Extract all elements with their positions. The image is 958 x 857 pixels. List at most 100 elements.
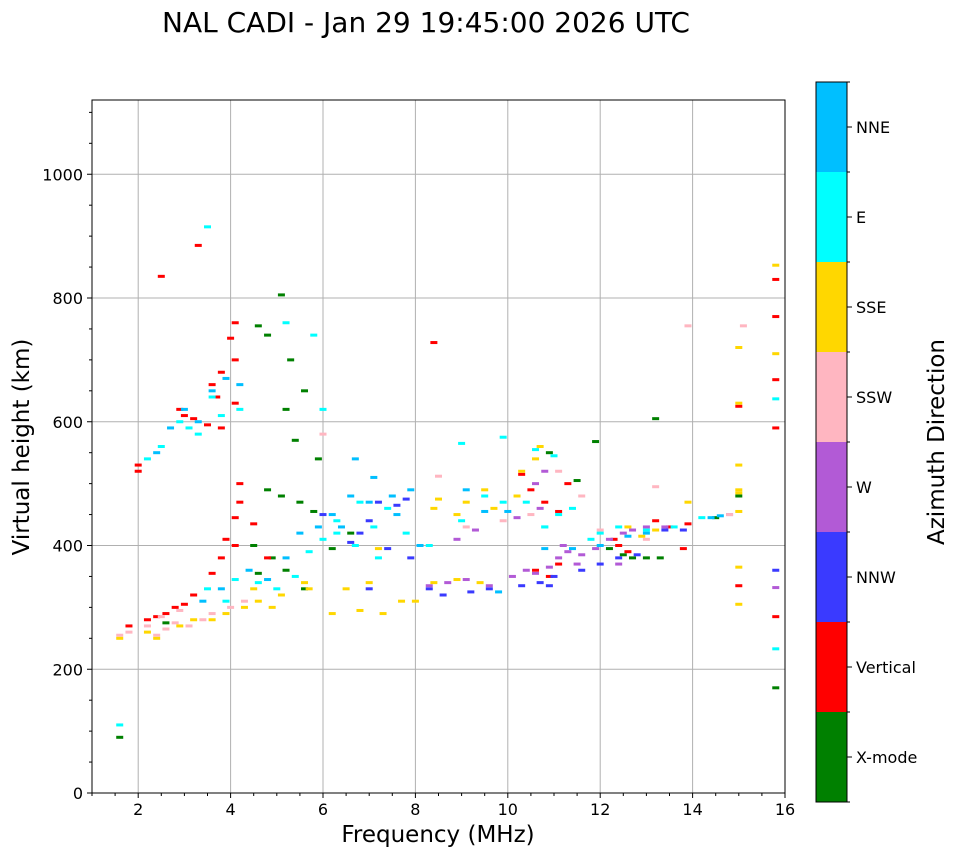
echo-point-nne bbox=[388, 494, 396, 498]
echo-point-xmode bbox=[712, 516, 720, 520]
echo-point-xmode bbox=[619, 553, 627, 557]
echo-point-vertical bbox=[208, 383, 216, 387]
colorbar-swatch-sse bbox=[816, 262, 847, 352]
echo-point-vertical bbox=[190, 417, 198, 421]
echo-point-vertical bbox=[231, 358, 239, 362]
echo-point-sse bbox=[208, 618, 216, 622]
echo-point-w bbox=[532, 571, 540, 575]
echo-point-w bbox=[642, 525, 650, 529]
echo-point-vertical bbox=[564, 482, 572, 486]
echo-point-nnw bbox=[679, 528, 687, 532]
echo-point-ssw bbox=[578, 494, 586, 498]
echo-point-sse bbox=[143, 630, 151, 634]
echo-point-nne bbox=[716, 514, 724, 518]
colorbar-swatch-nne bbox=[816, 82, 847, 172]
echo-point-ssw bbox=[642, 537, 650, 541]
echo-point-e bbox=[222, 599, 230, 603]
echo-point-xmode bbox=[592, 440, 600, 444]
echo-point-vertical bbox=[176, 407, 184, 411]
echo-point-e bbox=[282, 321, 290, 325]
x-tick-label: 4 bbox=[226, 800, 236, 819]
echo-point-sse bbox=[365, 581, 373, 585]
echo-point-nne bbox=[365, 500, 373, 504]
echo-point-w bbox=[661, 525, 669, 529]
echo-point-vertical bbox=[217, 426, 225, 430]
echo-point-sse bbox=[735, 602, 743, 606]
echo-point-nne bbox=[407, 488, 415, 492]
echo-point-sse bbox=[254, 599, 262, 603]
echo-point-e bbox=[194, 432, 202, 436]
echo-point-e bbox=[217, 414, 225, 418]
echo-point-nne bbox=[481, 509, 489, 513]
echo-point-sse bbox=[652, 528, 660, 532]
data-points bbox=[116, 225, 780, 739]
echo-point-vertical bbox=[250, 522, 258, 526]
colorbar: X-mode Vertical NNW W SSW SSE E NNE bbox=[815, 81, 917, 803]
echo-point-e bbox=[550, 454, 558, 458]
colorbar-tick-label: X-mode bbox=[856, 748, 917, 767]
colorbar-swatch-nnw bbox=[816, 532, 847, 622]
echo-point-e bbox=[254, 581, 262, 585]
colorbar-tick-label: Vertical bbox=[856, 658, 916, 677]
echo-point-nne bbox=[642, 531, 650, 535]
echo-point-nne bbox=[624, 534, 632, 538]
x-axis: 2 4 6 8 10 12 14 16 bbox=[91, 793, 795, 819]
echo-point-ssw bbox=[162, 627, 170, 631]
echo-point-vertical bbox=[532, 568, 540, 572]
echo-point-sse bbox=[374, 547, 382, 551]
echo-point-w bbox=[573, 562, 581, 566]
echo-point-xmode bbox=[772, 686, 780, 690]
echo-point-sse bbox=[305, 587, 313, 591]
echo-point-nnw bbox=[393, 503, 401, 507]
echo-point-sse bbox=[153, 636, 161, 640]
echo-point-e bbox=[143, 457, 151, 461]
echo-point-nnw bbox=[485, 587, 493, 591]
echo-point-xmode bbox=[264, 333, 272, 337]
x-tick-label: 12 bbox=[590, 800, 610, 819]
echo-point-xmode bbox=[328, 547, 336, 551]
echo-point-xmode bbox=[264, 488, 272, 492]
echo-point-vertical bbox=[171, 605, 179, 609]
echo-point-w bbox=[532, 482, 540, 486]
echo-point-ssw bbox=[319, 432, 327, 436]
echo-point-e bbox=[157, 445, 165, 448]
echo-point-sse bbox=[735, 346, 743, 349]
x-tick-label: 2 bbox=[133, 800, 143, 819]
echo-point-sse bbox=[476, 581, 484, 585]
echo-point-nnw bbox=[578, 568, 586, 572]
echo-point-e bbox=[481, 494, 489, 498]
y-axis: 0 200 400 600 800 1000 bbox=[42, 111, 92, 803]
echo-point-w bbox=[619, 531, 627, 535]
echo-point-sse bbox=[735, 509, 743, 513]
colorbar-frame bbox=[815, 81, 848, 803]
echo-point-e bbox=[273, 587, 281, 591]
echo-point-sse bbox=[430, 506, 438, 510]
echo-point-xmode bbox=[116, 735, 124, 739]
echo-point-e bbox=[116, 723, 124, 727]
echo-point-nne bbox=[707, 516, 715, 520]
x-tick-label: 14 bbox=[682, 800, 702, 819]
echo-point-vertical bbox=[208, 571, 216, 575]
echo-point-ssw bbox=[208, 612, 216, 616]
echo-point-e bbox=[532, 448, 540, 452]
echo-point-nne bbox=[217, 587, 225, 591]
echo-point-e bbox=[541, 525, 549, 529]
colorbar-swatch-e bbox=[816, 172, 847, 262]
echo-point-sse bbox=[398, 599, 406, 603]
echo-point-sse bbox=[222, 612, 230, 616]
echo-point-ssw bbox=[116, 633, 124, 637]
echo-point-xmode bbox=[282, 568, 290, 572]
x-axis-label: Frequency (MHz) bbox=[341, 822, 534, 848]
echo-point-vertical bbox=[624, 550, 632, 554]
echo-point-vertical bbox=[772, 277, 780, 281]
echo-point-nnw bbox=[402, 497, 410, 501]
echo-point-ssw bbox=[227, 605, 235, 609]
y-axis-label: Virtual height (km) bbox=[9, 339, 35, 556]
echo-point-vertical bbox=[227, 336, 235, 340]
echo-point-nne bbox=[351, 457, 359, 461]
colorbar-swatch-w bbox=[816, 442, 847, 532]
echo-point-w bbox=[462, 578, 470, 582]
echo-point-xmode bbox=[301, 389, 309, 393]
echo-point-nnw bbox=[633, 553, 641, 557]
echo-point-e bbox=[305, 550, 313, 554]
